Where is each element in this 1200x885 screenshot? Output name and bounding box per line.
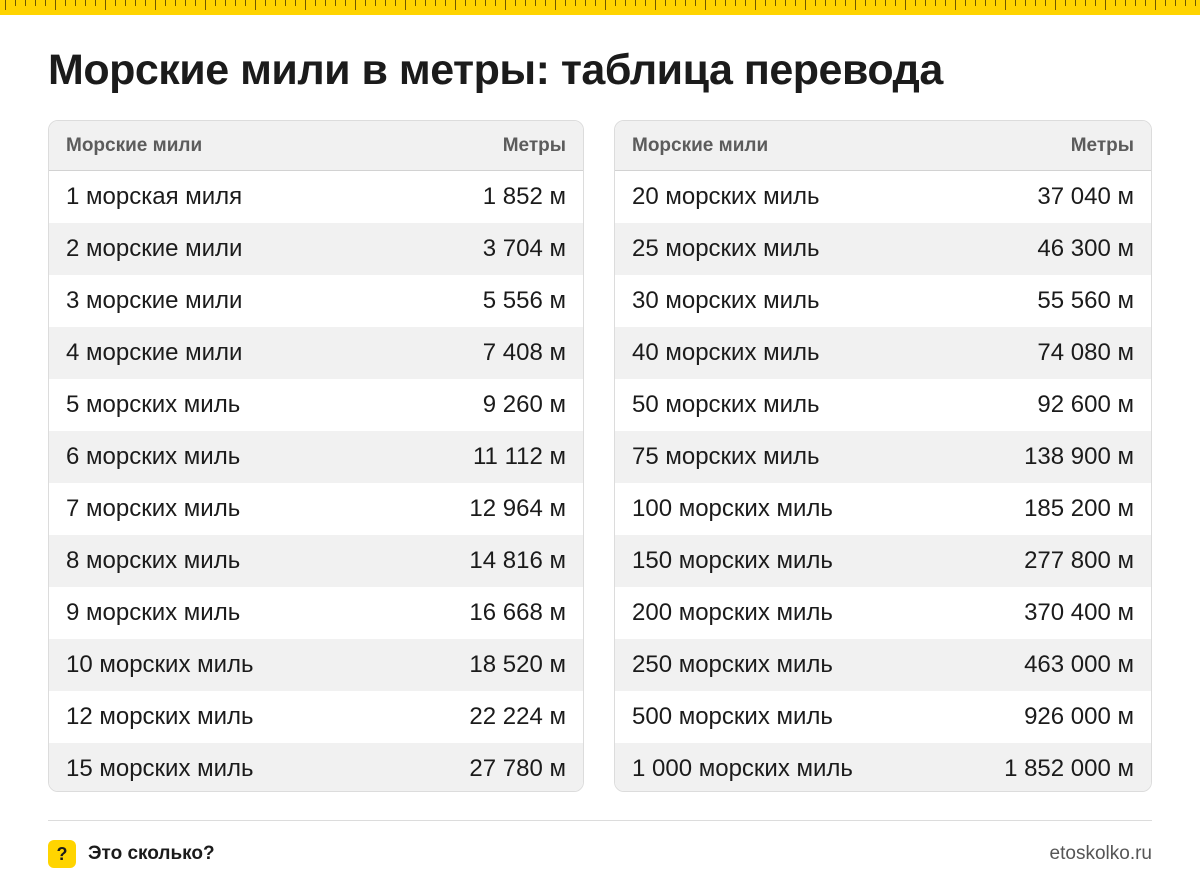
cell-meters: 55 560 м xyxy=(1037,287,1134,314)
cell-meters: 463 000 м xyxy=(1024,651,1134,678)
cell-miles: 15 морских миль xyxy=(66,755,254,782)
cell-meters: 7 408 м xyxy=(482,339,566,366)
table-row: 40 морских миль 74 080 м xyxy=(615,327,1151,379)
cell-miles: 5 морских миль xyxy=(66,391,241,418)
site-link[interactable]: etoskolko.ru xyxy=(1049,843,1152,864)
cell-miles: 30 морских миль xyxy=(632,287,820,314)
header-miles: Морские мили xyxy=(632,134,769,156)
cell-miles: 500 морских миль xyxy=(632,703,833,730)
ruler-strip xyxy=(0,0,1200,15)
cell-miles: 50 морских миль xyxy=(632,391,820,418)
table-row: 150 морских миль 277 800 м xyxy=(615,535,1151,587)
cell-miles: 100 морских миль xyxy=(632,495,833,522)
table-row: 500 морских миль 926 000 м xyxy=(615,691,1151,743)
cell-meters: 46 300 м xyxy=(1037,235,1134,262)
cell-miles: 12 морских миль xyxy=(66,703,254,730)
table-row: 1 морская миля 1 852 м xyxy=(49,171,583,223)
cell-meters: 3 704 м xyxy=(482,235,566,262)
cell-meters: 14 816 м xyxy=(469,547,566,574)
cell-miles: 1 000 морских миль xyxy=(632,755,853,782)
table-row: 100 морских миль 185 200 м xyxy=(615,483,1151,535)
page-title: Морские мили в метры: таблица перевода xyxy=(48,46,943,94)
cell-miles: 4 морские мили xyxy=(66,339,243,366)
table-row: 3 морские мили 5 556 м xyxy=(49,275,583,327)
right-table: Морские мили Метры 20 морских миль 37 040… xyxy=(614,120,1152,792)
cell-miles: 200 морских миль xyxy=(632,599,833,626)
table-row: 9 морских миль 16 668 м xyxy=(49,587,583,639)
cell-miles: 9 морских миль xyxy=(66,599,241,626)
cell-meters: 22 224 м xyxy=(469,703,566,730)
cell-meters: 74 080 м xyxy=(1037,339,1134,366)
cell-meters: 92 600 м xyxy=(1037,391,1134,418)
table-row: 8 морских миль 14 816 м xyxy=(49,535,583,587)
table-row: 1 000 морских миль 1 852 000 м xyxy=(615,743,1151,791)
cell-miles: 8 морских миль xyxy=(66,547,241,574)
table-body: 20 морских миль 37 040 м 25 морских миль 4… xyxy=(615,171,1151,791)
table-row: 4 морские мили 7 408 м xyxy=(49,327,583,379)
table-row: 10 морских миль 18 520 м xyxy=(49,639,583,691)
cell-meters: 370 400 м xyxy=(1024,599,1134,626)
table-header: Морские мили Метры xyxy=(49,121,583,171)
cell-miles: 250 морских миль xyxy=(632,651,833,678)
cell-meters: 16 668 м xyxy=(469,599,566,626)
table-row: 15 морских миль 27 780 м xyxy=(49,743,583,791)
header-meters: Метры xyxy=(502,134,566,156)
cell-meters: 12 964 м xyxy=(469,495,566,522)
cell-meters: 277 800 м xyxy=(1024,547,1134,574)
cell-miles: 25 морских миль xyxy=(632,235,820,262)
cell-meters: 185 200 м xyxy=(1024,495,1134,522)
cell-miles: 10 морских миль xyxy=(66,651,254,678)
brand-question-icon: ? xyxy=(48,840,76,868)
table-body: 1 морская миля 1 852 м 2 морские мили 3 70… xyxy=(49,171,583,791)
table-row: 2 морские мили 3 704 м xyxy=(49,223,583,275)
cell-meters: 27 780 м xyxy=(469,755,566,782)
footer-divider xyxy=(48,820,1152,821)
header-meters: Метры xyxy=(1070,134,1134,156)
table-row: 7 морских миль 12 964 м xyxy=(49,483,583,535)
cell-miles: 3 морские мили xyxy=(66,287,243,314)
table-row: 250 морских миль 463 000 м xyxy=(615,639,1151,691)
brand-name: Это сколько? xyxy=(88,843,215,864)
table-row: 30 морских миль 55 560 м xyxy=(615,275,1151,327)
cell-miles: 150 морских миль xyxy=(632,547,833,574)
table-row: 75 морских миль 138 900 м xyxy=(615,431,1151,483)
cell-miles: 7 морских миль xyxy=(66,495,241,522)
table-row: 12 морских миль 22 224 м xyxy=(49,691,583,743)
cell-miles: 40 морских миль xyxy=(632,339,820,366)
cell-miles: 2 морские мили xyxy=(66,235,243,262)
cell-meters: 926 000 м xyxy=(1024,703,1134,730)
cell-meters: 5 556 м xyxy=(482,287,566,314)
cell-meters: 1 852 м xyxy=(482,183,566,210)
cell-miles: 6 морских миль xyxy=(66,443,241,470)
table-row: 5 морских миль 9 260 м xyxy=(49,379,583,431)
left-table: Морские мили Метры 1 морская миля 1 852 м… xyxy=(48,120,584,792)
table-row: 200 морских миль 370 400 м xyxy=(615,587,1151,639)
cell-meters: 11 112 м xyxy=(472,443,566,470)
table-row: 6 морских миль 11 112 м xyxy=(49,431,583,483)
table-row: 25 морских миль 46 300 м xyxy=(615,223,1151,275)
cell-meters: 138 900 м xyxy=(1024,443,1134,470)
cell-meters: 1 852 000 м xyxy=(1004,755,1134,782)
cell-meters: 9 260 м xyxy=(482,391,566,418)
cell-meters: 37 040 м xyxy=(1037,183,1134,210)
cell-miles: 20 морских миль xyxy=(632,183,820,210)
cell-miles: 1 морская миля xyxy=(66,183,243,210)
table-header: Морские мили Метры xyxy=(615,121,1151,171)
table-row: 50 морских миль 92 600 м xyxy=(615,379,1151,431)
cell-miles: 75 морских миль xyxy=(632,443,820,470)
table-row: 20 морских миль 37 040 м xyxy=(615,171,1151,223)
cell-meters: 18 520 м xyxy=(469,651,566,678)
header-miles: Морские мили xyxy=(66,134,203,156)
